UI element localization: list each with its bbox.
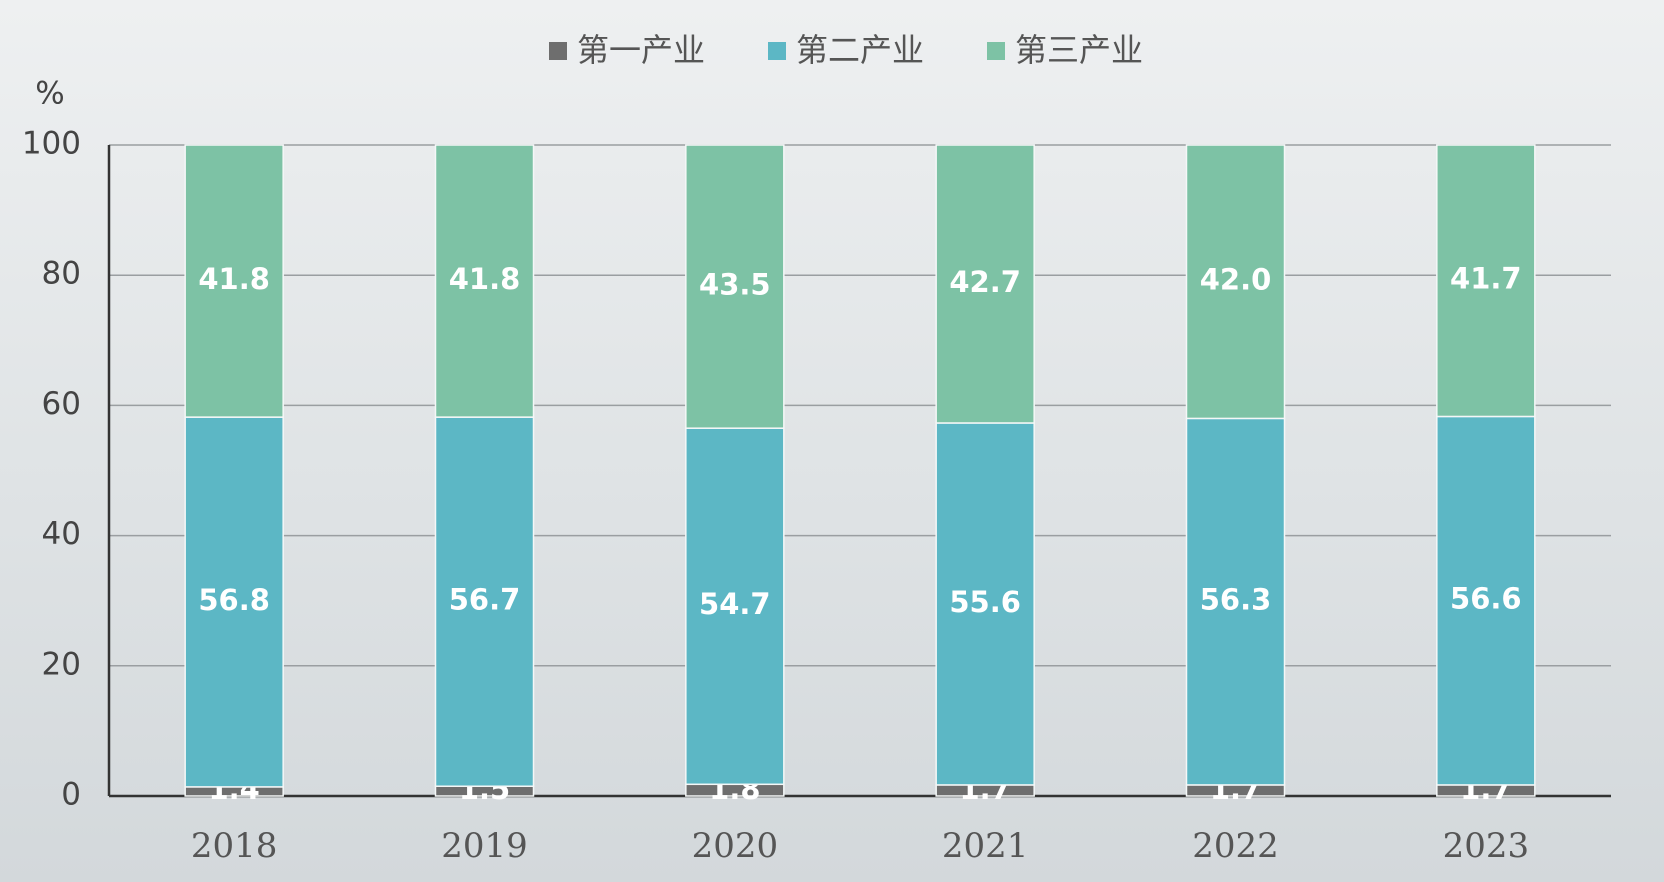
x-tick-label: 2019 (441, 826, 528, 866)
value-label: 41.8 (449, 262, 521, 296)
legend-label: 第一产业 (577, 31, 705, 69)
bar-segment (1185, 144, 1286, 420)
bar-segment (184, 144, 284, 418)
value-label: 41.7 (1450, 262, 1522, 296)
x-tick-label: 2023 (1443, 826, 1530, 866)
bar-segment (184, 416, 284, 788)
bar-segment (685, 427, 785, 786)
y-tick-label: 40 (42, 516, 81, 552)
y-tick-label: 80 (42, 256, 81, 292)
bar-segment (1436, 415, 1536, 786)
legend-swatch (549, 42, 567, 60)
legend-label: 第三产业 (1015, 31, 1143, 69)
bar-segment (935, 422, 1035, 786)
bar-segment (434, 144, 535, 418)
x-tick-label: 2018 (191, 826, 278, 866)
value-label: 56.7 (449, 583, 521, 617)
value-label: 42.0 (1200, 263, 1272, 297)
bar-segment (1436, 144, 1536, 418)
value-label: 43.5 (699, 268, 771, 302)
bar-segment (1185, 417, 1286, 786)
bar-segment (685, 144, 785, 429)
y-tick-label: 100 (22, 126, 81, 162)
bar-segment (935, 144, 1035, 424)
legend-swatch (768, 42, 786, 60)
y-tick-label: 0 (61, 777, 81, 813)
y-axis-unit: % (35, 76, 64, 112)
value-label: 55.6 (949, 585, 1021, 619)
y-tick-label: 60 (42, 386, 81, 422)
value-label: 56.3 (1200, 583, 1272, 617)
x-tick-label: 2021 (942, 826, 1029, 866)
value-label: 42.7 (949, 265, 1021, 299)
y-tick-label: 20 (42, 646, 81, 682)
value-label: 54.7 (699, 587, 771, 621)
x-tick-label: 2022 (1192, 826, 1279, 866)
value-label: 41.8 (198, 262, 270, 296)
bar-segment (434, 416, 535, 787)
x-tick-label: 2020 (692, 826, 779, 866)
value-label: 56.6 (1450, 582, 1522, 616)
legend-label: 第二产业 (796, 31, 924, 69)
value-label: 56.8 (198, 583, 270, 617)
legend-swatch (987, 42, 1005, 60)
